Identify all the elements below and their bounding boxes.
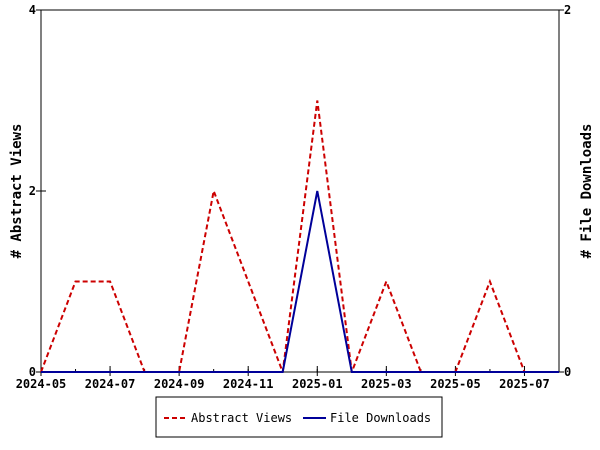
y-right-tick-label: 0	[564, 365, 571, 379]
series-line-abstract-views	[40, 100, 559, 373]
x-tick-label: 2025-05	[430, 377, 481, 391]
y-left-tick-label: 4	[29, 3, 36, 17]
plot-area: 2024-05 2024-07 2024-09 2024-11 2025-01 2025-…	[16, 3, 572, 391]
y-axis-right-title: # File Downloads	[579, 124, 595, 259]
x-tick-label: 2024-05	[16, 377, 67, 391]
x-tick-label: 2024-11	[223, 377, 274, 391]
y-right-tick-label: 2	[564, 3, 571, 17]
legend-box	[155, 396, 443, 438]
y-left-tick-label: 2	[29, 184, 36, 198]
x-tick-label: 2025-03	[361, 377, 412, 391]
y-axis-left-title: # Abstract Views	[9, 124, 25, 259]
x-tick-label: 2024-09	[154, 377, 205, 391]
x-tick-label: 2025-01	[292, 377, 343, 391]
series-line-file-downloads	[41, 190, 559, 373]
x-tick-label: 2025-07	[499, 377, 550, 391]
plot-frame	[40, 9, 560, 373]
legend: Abstract Views File Downloads	[155, 396, 443, 438]
y-left-tick-label: 0	[29, 365, 36, 379]
legend-label-file-downloads: File Downloads	[330, 411, 431, 425]
x-tick-label: 2024-07	[85, 377, 136, 391]
legend-label-abstract-views: Abstract Views	[191, 411, 292, 425]
